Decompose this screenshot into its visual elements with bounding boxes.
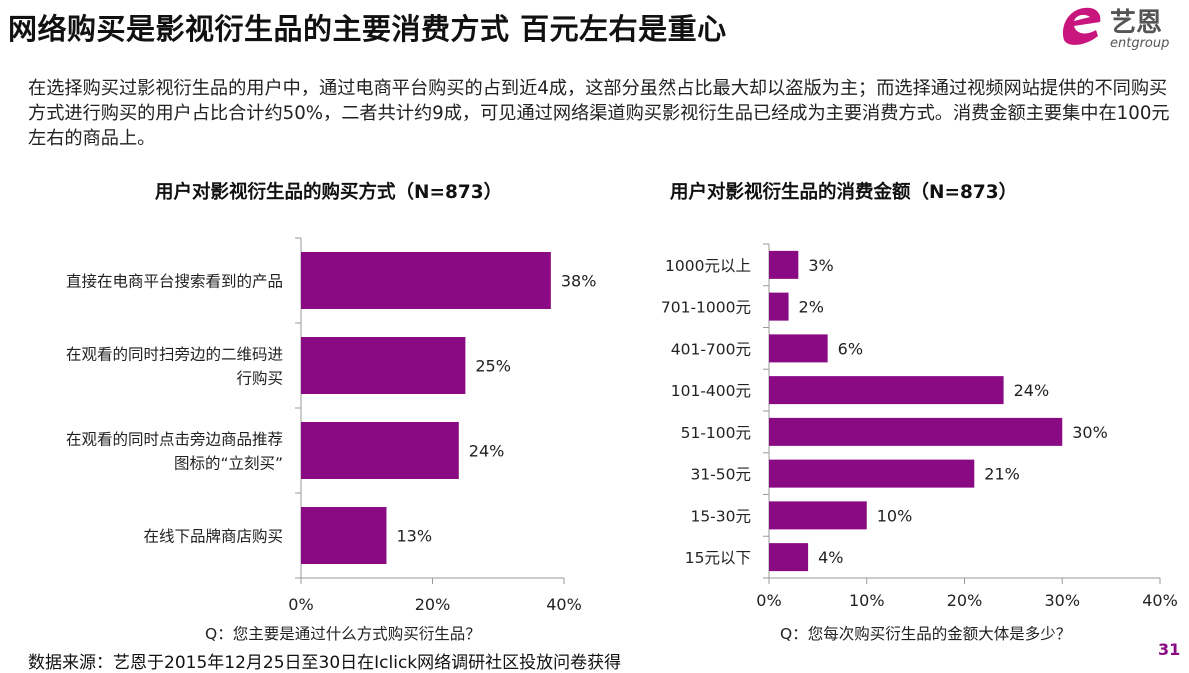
description-text: 在选择购买过影视衍生品的用户中，通过电商平台购买的占到近4成，这部分虽然占比最大… — [28, 78, 1170, 149]
undefined-bar — [769, 501, 867, 530]
undefined-x-tick-label: 0% — [288, 595, 313, 614]
undefined-data-label: 10% — [877, 506, 913, 525]
undefined-category-label: 1000元以上 — [665, 257, 751, 275]
chart2-title: 用户对影视衍生品的消费金额（N=873） — [670, 182, 1018, 203]
undefined-data-label: 38% — [561, 272, 597, 291]
undefined-category-label: 在线下品牌商店购买 — [143, 528, 283, 546]
undefined-category-label: 在观看的同时扫旁边的二维码进 — [66, 346, 283, 364]
undefined-bar — [769, 543, 809, 572]
data-source: 数据来源：艺恩于2015年12月25日至30日在Iclick网络调研社区投放问卷… — [28, 653, 622, 673]
undefined-data-label: 2% — [799, 298, 824, 317]
logo-text: 艺恩 — [1110, 8, 1162, 38]
undefined-bar — [769, 250, 799, 279]
undefined-data-label: 4% — [818, 548, 843, 567]
logo-subtext: entgroup — [1110, 36, 1169, 50]
undefined-bar — [769, 334, 828, 363]
undefined-bar — [301, 422, 459, 479]
spending-amount-chart: 0% 10% 20% 30% 40% 3% 1000元以上 2% 701-1000元 6% 401-… — [661, 243, 1178, 610]
undefined-x-tick-label: 40% — [546, 595, 582, 614]
undefined-x-tick-label: 20% — [415, 595, 451, 614]
undefined-category-label: 51-100元 — [681, 424, 751, 442]
undefined-data-label: 24% — [1014, 381, 1050, 400]
logo-swoosh-icon — [1062, 7, 1101, 45]
undefined-category-label: 15元以下 — [685, 549, 751, 567]
undefined-category-label: 401-700元 — [671, 340, 751, 358]
undefined-category-label: 101-400元 — [671, 382, 751, 400]
undefined-bar — [769, 292, 789, 321]
undefined-data-label: 24% — [469, 442, 505, 461]
undefined-data-label: 13% — [396, 527, 432, 546]
undefined-data-label: 30% — [1072, 423, 1108, 442]
undefined-x-tick-label: 0% — [756, 591, 781, 610]
undefined-category-label: 701-1000元 — [661, 299, 751, 317]
undefined-x-tick-label: 40% — [1142, 591, 1178, 610]
undefined-data-label: 6% — [838, 339, 863, 358]
chart1-title: 用户对影视衍生品的购买方式（N=873） — [155, 182, 503, 203]
undefined-category-label: 15-30元 — [690, 507, 751, 525]
page-title: 网络购买是影视衍生品的主要消费方式 百元左右是重心 — [8, 12, 727, 46]
undefined-data-label: 21% — [984, 465, 1020, 484]
purchase-method-chart: 0% 20% 40% 38% 直接在电商平台搜索看到的产品 25% 在观看的同时扫旁边的二维… — [66, 237, 597, 614]
entgroup-logo: 艺恩 entgroup — [1062, 7, 1169, 50]
undefined-x-tick-label: 20% — [947, 591, 983, 610]
chart2-question: Q：您每次购买衍生品的金额大体是多少？ — [780, 625, 1072, 643]
undefined-category-label: 在观看的同时点击旁边商品推荐 — [66, 431, 283, 449]
undefined-category-label: 图标的“立刻买” — [174, 455, 283, 473]
page-number: 31 — [1158, 640, 1181, 659]
undefined-x-tick-label: 10% — [849, 591, 885, 610]
undefined-data-label: 25% — [475, 357, 511, 376]
undefined-category-label: 直接在电商平台搜索看到的产品 — [66, 273, 283, 291]
chart1-question: Q：您主要是通过什么方式购买衍生品？ — [205, 625, 481, 643]
undefined-bar — [769, 417, 1063, 446]
undefined-category-label: 31-50元 — [690, 466, 751, 484]
undefined-bar — [769, 376, 1004, 405]
undefined-category-label: 行购买 — [236, 370, 283, 388]
undefined-bar — [301, 337, 466, 394]
undefined-x-tick-label: 30% — [1044, 591, 1080, 610]
undefined-bar — [769, 459, 975, 488]
undefined-data-label: 3% — [808, 256, 833, 275]
undefined-bar — [301, 507, 387, 564]
undefined-bar — [301, 252, 551, 309]
